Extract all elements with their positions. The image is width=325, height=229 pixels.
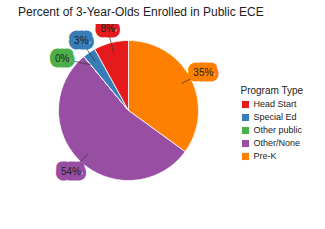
html-text:Percent of 3-Year-Olds Enrolle: Percent of 3-Year-Olds Enrolled in Publi…: [18, 5, 264, 19]
svg-text:3%: 3%: [74, 35, 89, 46]
svg-text:8%: 8%: [100, 24, 115, 34]
svg-text:Pre-K: Pre-K: [254, 151, 277, 161]
svg-text:Other public: Other public: [254, 125, 303, 135]
svg-text:54%: 54%: [61, 166, 81, 177]
svg-text:35%: 35%: [193, 67, 213, 78]
svg-text:Special Ed: Special Ed: [254, 112, 297, 122]
svg-text:Other/None: Other/None: [254, 138, 301, 148]
svg-text:Program Type: Program Type: [241, 85, 304, 96]
svg-text:Head Start: Head Start: [254, 99, 298, 109]
svg-text:0%: 0%: [55, 53, 70, 64]
